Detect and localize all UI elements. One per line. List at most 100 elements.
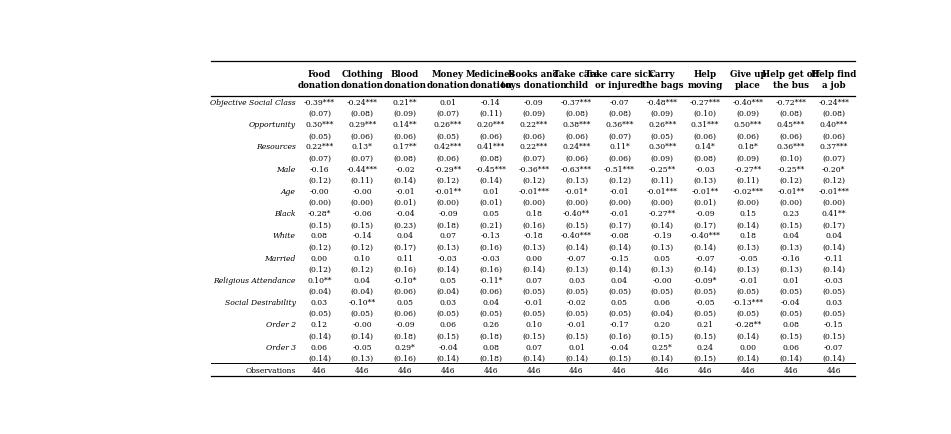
Text: Male: Male: [277, 165, 296, 173]
Text: -0.05: -0.05: [738, 254, 758, 262]
Text: -0.25**: -0.25**: [649, 165, 676, 173]
Text: 446: 446: [655, 366, 670, 374]
Text: 446: 446: [355, 366, 370, 374]
Text: 0.04: 0.04: [611, 276, 628, 284]
Text: (0.18): (0.18): [437, 221, 459, 229]
Text: -0.00: -0.00: [310, 187, 329, 195]
Text: Order 3: Order 3: [265, 343, 296, 351]
Text: -0.09: -0.09: [695, 210, 715, 218]
Text: (0.06): (0.06): [693, 132, 717, 140]
Text: (0.08): (0.08): [780, 110, 803, 118]
Text: 0.15: 0.15: [740, 210, 756, 218]
Text: 0.21: 0.21: [697, 321, 713, 329]
Text: 0.07: 0.07: [525, 343, 542, 351]
Text: Blood
donation: Blood donation: [383, 70, 427, 89]
Text: (0.14): (0.14): [351, 332, 374, 340]
Text: (0.05): (0.05): [565, 309, 588, 318]
Text: 446: 446: [398, 366, 413, 374]
Text: (0.07): (0.07): [823, 154, 845, 162]
Text: 0.04: 0.04: [783, 232, 800, 240]
Text: (0.14): (0.14): [736, 354, 760, 362]
Text: 0.18: 0.18: [740, 232, 756, 240]
Text: Age: Age: [281, 187, 296, 195]
Text: 0.03: 0.03: [825, 299, 843, 306]
Text: Help get off
the bus: Help get off the bus: [762, 70, 820, 89]
Text: Observations: Observations: [245, 366, 296, 374]
Text: (0.05): (0.05): [351, 309, 374, 318]
Text: (0.17): (0.17): [823, 221, 845, 229]
Text: (0.06): (0.06): [608, 154, 631, 162]
Text: 0.04: 0.04: [397, 232, 414, 240]
Text: 0.11: 0.11: [397, 254, 414, 262]
Text: 0.07: 0.07: [525, 276, 542, 284]
Text: -0.01**: -0.01**: [691, 187, 719, 195]
Text: (0.08): (0.08): [565, 110, 588, 118]
Text: -0.04: -0.04: [438, 343, 457, 351]
Text: (0.14): (0.14): [522, 354, 545, 362]
Text: Religious Attendance: Religious Attendance: [213, 276, 296, 284]
Text: (0.06): (0.06): [479, 287, 502, 296]
Text: (0.13): (0.13): [437, 243, 459, 251]
Text: 0.42***: 0.42***: [434, 143, 462, 151]
Text: 0.05: 0.05: [397, 299, 414, 306]
Text: (0.16): (0.16): [394, 354, 417, 362]
Text: 446: 446: [741, 366, 755, 374]
Text: 0.01: 0.01: [568, 343, 585, 351]
Text: -0.04: -0.04: [781, 299, 801, 306]
Text: -0.01**: -0.01**: [435, 187, 461, 195]
Text: (0.07): (0.07): [351, 154, 374, 162]
Text: (0.15): (0.15): [522, 332, 545, 340]
Text: (0.14): (0.14): [394, 177, 417, 184]
Text: Money
donation: Money donation: [426, 70, 470, 89]
Text: 0.20: 0.20: [653, 321, 670, 329]
Text: -0.25**: -0.25**: [777, 165, 805, 173]
Text: (0.13): (0.13): [650, 265, 674, 273]
Text: 0.50***: 0.50***: [734, 121, 762, 129]
Text: (0.13): (0.13): [565, 177, 588, 184]
Text: 0.18*: 0.18*: [738, 143, 758, 151]
Text: (0.07): (0.07): [522, 154, 545, 162]
Text: (0.16): (0.16): [479, 243, 502, 251]
Text: Married: Married: [264, 254, 296, 262]
Text: 0.07: 0.07: [439, 232, 456, 240]
Text: (0.14): (0.14): [308, 354, 331, 362]
Text: 446: 446: [612, 366, 627, 374]
Text: (0.04): (0.04): [308, 287, 331, 296]
Text: (0.17): (0.17): [693, 221, 717, 229]
Text: 0.37***: 0.37***: [820, 143, 848, 151]
Text: -0.01: -0.01: [396, 187, 415, 195]
Text: -0.04: -0.04: [610, 343, 630, 351]
Text: (0.08): (0.08): [823, 110, 845, 118]
Text: 0.17**: 0.17**: [393, 143, 417, 151]
Text: (0.06): (0.06): [394, 132, 417, 140]
Text: -0.10**: -0.10**: [349, 299, 376, 306]
Text: (0.14): (0.14): [479, 177, 502, 184]
Text: 446: 446: [440, 366, 456, 374]
Text: -0.37***: -0.37***: [561, 99, 592, 107]
Text: (0.05): (0.05): [479, 309, 502, 318]
Text: 0.41***: 0.41***: [476, 143, 505, 151]
Text: -0.16: -0.16: [310, 165, 329, 173]
Text: (0.15): (0.15): [693, 332, 717, 340]
Text: (0.06): (0.06): [479, 132, 502, 140]
Text: -0.16: -0.16: [781, 254, 801, 262]
Text: (0.16): (0.16): [479, 265, 502, 273]
Text: 0.22***: 0.22***: [519, 143, 548, 151]
Text: 0.29*: 0.29*: [395, 343, 416, 351]
Text: -0.28**: -0.28**: [734, 321, 762, 329]
Text: -0.09: -0.09: [438, 210, 457, 218]
Text: (0.07): (0.07): [437, 110, 459, 118]
Text: -0.24***: -0.24***: [818, 99, 849, 107]
Text: Order 2: Order 2: [265, 321, 296, 329]
Text: 0.08: 0.08: [783, 321, 800, 329]
Text: Books and
toys donation: Books and toys donation: [501, 70, 567, 89]
Text: (0.13): (0.13): [779, 243, 803, 251]
Text: (0.15): (0.15): [437, 332, 459, 340]
Text: -0.19: -0.19: [652, 232, 672, 240]
Text: 0.10**: 0.10**: [307, 276, 332, 284]
Text: 446: 446: [784, 366, 798, 374]
Text: Take care
child: Take care child: [553, 70, 600, 89]
Text: 0.01: 0.01: [439, 99, 456, 107]
Text: White: White: [273, 232, 296, 240]
Text: -0.48***: -0.48***: [647, 99, 678, 107]
